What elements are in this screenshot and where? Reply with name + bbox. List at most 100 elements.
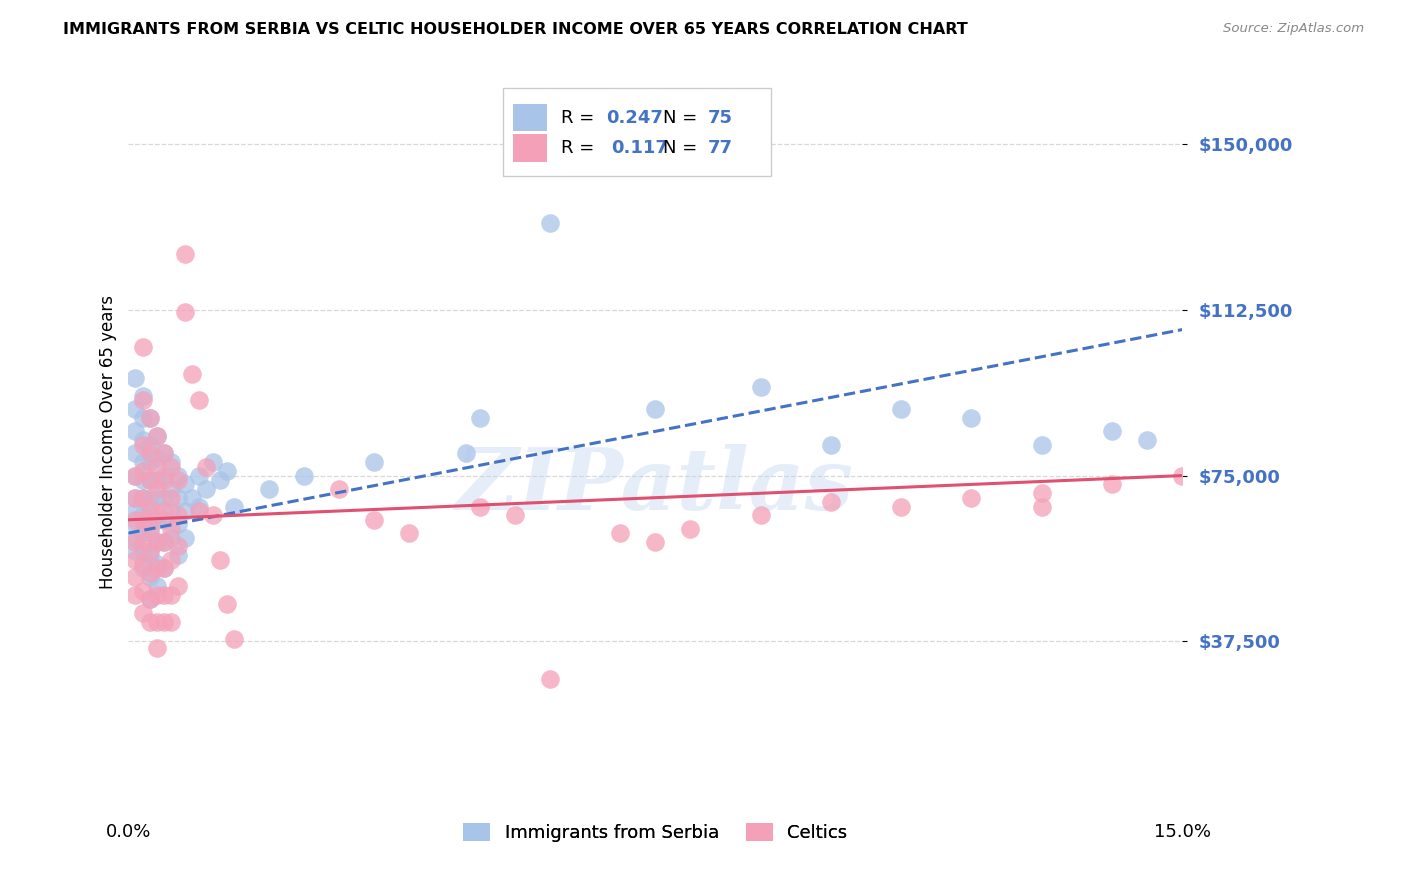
- Point: [166, 468, 188, 483]
- Point: [152, 504, 174, 518]
- Point: [679, 522, 702, 536]
- Point: [173, 477, 195, 491]
- Point: [159, 522, 181, 536]
- Point: [145, 429, 167, 443]
- Point: [145, 641, 167, 656]
- Point: [124, 468, 146, 483]
- Point: [538, 216, 561, 230]
- Point: [152, 491, 174, 505]
- Point: [208, 473, 231, 487]
- Point: [609, 526, 631, 541]
- Point: [1031, 437, 1053, 451]
- Text: 75: 75: [709, 109, 733, 127]
- Point: [173, 247, 195, 261]
- Point: [145, 579, 167, 593]
- Point: [292, 468, 315, 483]
- Bar: [513, 135, 547, 162]
- Point: [138, 508, 160, 523]
- Point: [124, 491, 146, 505]
- Point: [131, 491, 153, 505]
- Text: 0.247: 0.247: [606, 109, 662, 127]
- Point: [138, 473, 160, 487]
- Point: [180, 491, 202, 505]
- Point: [131, 583, 153, 598]
- FancyBboxPatch shape: [502, 88, 772, 176]
- Bar: [513, 103, 547, 131]
- Point: [152, 446, 174, 460]
- Point: [215, 597, 238, 611]
- Point: [124, 504, 146, 518]
- Point: [131, 543, 153, 558]
- Point: [152, 535, 174, 549]
- Point: [145, 482, 167, 496]
- Point: [138, 411, 160, 425]
- Point: [138, 522, 160, 536]
- Point: [131, 389, 153, 403]
- Text: R =: R =: [561, 109, 599, 127]
- Point: [138, 566, 160, 580]
- Point: [166, 491, 188, 505]
- Point: [124, 446, 146, 460]
- Point: [1031, 486, 1053, 500]
- Point: [131, 473, 153, 487]
- Point: [166, 540, 188, 554]
- Point: [159, 482, 181, 496]
- Legend: Immigrants from Serbia, Celtics: Immigrants from Serbia, Celtics: [456, 815, 855, 849]
- Point: [131, 411, 153, 425]
- Point: [145, 429, 167, 443]
- Point: [166, 548, 188, 562]
- Point: [201, 455, 224, 469]
- Point: [131, 437, 153, 451]
- Point: [124, 535, 146, 549]
- Point: [145, 473, 167, 487]
- Point: [138, 526, 160, 541]
- Point: [1171, 468, 1194, 483]
- Point: [131, 491, 153, 505]
- Point: [166, 473, 188, 487]
- Point: [180, 367, 202, 381]
- Point: [363, 455, 385, 469]
- Point: [131, 561, 153, 575]
- Point: [152, 561, 174, 575]
- Point: [749, 508, 772, 523]
- Text: R =: R =: [561, 139, 605, 157]
- Point: [1101, 425, 1123, 439]
- Text: N =: N =: [662, 139, 703, 157]
- Point: [138, 411, 160, 425]
- Point: [145, 459, 167, 474]
- Point: [173, 305, 195, 319]
- Point: [208, 552, 231, 566]
- Point: [138, 570, 160, 584]
- Point: [159, 491, 181, 505]
- Point: [644, 402, 666, 417]
- Point: [152, 513, 174, 527]
- Point: [131, 508, 153, 523]
- Point: [159, 588, 181, 602]
- Point: [187, 504, 209, 518]
- Point: [1031, 500, 1053, 514]
- Point: [138, 455, 160, 469]
- Point: [145, 557, 167, 571]
- Point: [145, 615, 167, 629]
- Point: [138, 543, 160, 558]
- Point: [166, 579, 188, 593]
- Point: [152, 588, 174, 602]
- Point: [159, 615, 181, 629]
- Point: [145, 535, 167, 549]
- Point: [145, 535, 167, 549]
- Point: [131, 464, 153, 478]
- Text: 0.117: 0.117: [612, 139, 668, 157]
- Point: [131, 455, 153, 469]
- Point: [152, 446, 174, 460]
- Point: [138, 615, 160, 629]
- Y-axis label: Householder Income Over 65 years: Householder Income Over 65 years: [100, 295, 117, 590]
- Point: [145, 450, 167, 465]
- Point: [152, 615, 174, 629]
- Point: [152, 473, 174, 487]
- Point: [124, 513, 146, 527]
- Point: [145, 588, 167, 602]
- Point: [138, 592, 160, 607]
- Point: [131, 393, 153, 408]
- Point: [454, 446, 477, 460]
- Point: [363, 513, 385, 527]
